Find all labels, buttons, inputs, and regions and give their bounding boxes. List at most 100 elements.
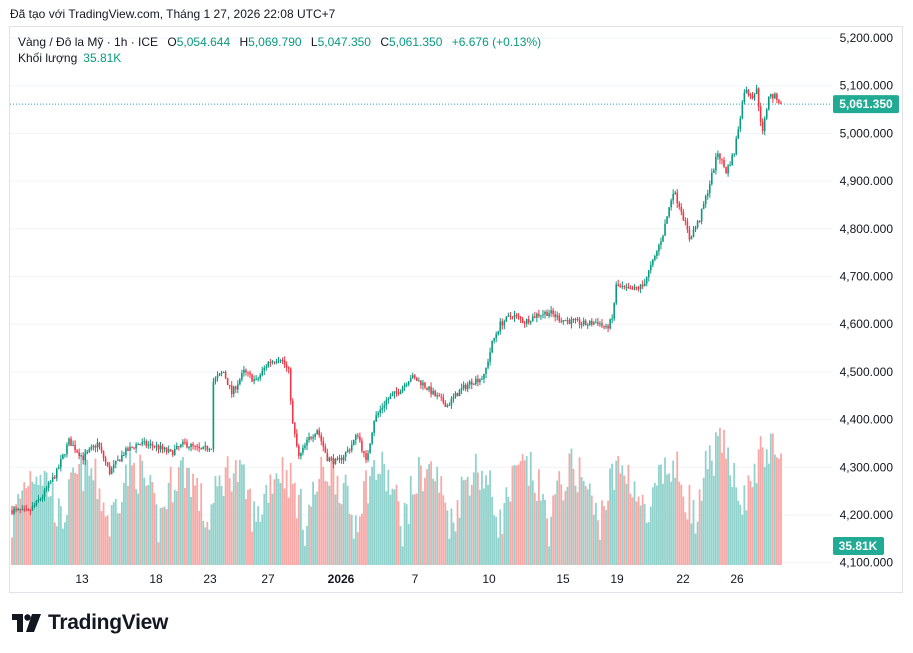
- candle-body: [58, 467, 60, 469]
- candle-body: [19, 509, 21, 511]
- candle-body: [570, 319, 573, 324]
- candle-body: [96, 442, 99, 448]
- candle-body: [117, 459, 119, 461]
- volume-bar: [90, 468, 93, 565]
- candle-body: [234, 386, 237, 390]
- volume-bar: [76, 473, 79, 565]
- volume-bar: [611, 463, 614, 565]
- volume-bar: [452, 522, 455, 565]
- candle-body: [190, 444, 192, 447]
- candle-body: [352, 439, 355, 445]
- volume-bar: [381, 451, 384, 565]
- candle-body: [418, 380, 420, 382]
- x-tick-label: 22: [676, 572, 690, 586]
- volume-bar: [88, 475, 91, 565]
- volume-bar: [714, 432, 717, 565]
- candle-body: [564, 320, 567, 322]
- candle-body: [452, 397, 455, 399]
- volume-label[interactable]: Khối lượng: [18, 51, 78, 65]
- symbol-label[interactable]: Vàng / Đô la Mỹ · 1h · ICE: [18, 35, 159, 49]
- candle-body: [391, 394, 394, 397]
- candle-body: [281, 360, 284, 362]
- volume-bar: [131, 465, 133, 565]
- candle-body: [397, 392, 400, 394]
- volume-bar: [165, 509, 168, 565]
- volume-bar: [562, 500, 565, 565]
- candle-body: [175, 445, 178, 449]
- volume-bar: [444, 502, 447, 565]
- candle-body: [39, 498, 42, 500]
- volume-bar: [222, 495, 225, 565]
- volume-bar: [601, 500, 603, 565]
- volume-bar: [206, 521, 209, 565]
- y-tick-label: 4,500.000: [840, 365, 894, 379]
- volume-bar: [257, 506, 260, 565]
- volume-bar: [123, 482, 125, 565]
- volume-bar: [773, 454, 776, 565]
- candle-body: [450, 398, 453, 406]
- candle-body: [745, 90, 748, 93]
- volume-bar: [55, 526, 58, 565]
- candle-body: [253, 379, 255, 382]
- candle-body: [245, 369, 247, 373]
- volume-value: 35.81K: [83, 51, 122, 65]
- volume-bar: [320, 456, 323, 565]
- candle-body: [723, 159, 725, 167]
- candle-body: [550, 310, 552, 314]
- volume-bar: [354, 515, 357, 565]
- candle-body: [334, 458, 337, 464]
- volume-bar: [261, 514, 264, 565]
- candle-body: [721, 159, 723, 161]
- candle-body: [169, 449, 172, 451]
- volume-bar: [481, 470, 483, 565]
- volume-bar: [542, 493, 544, 565]
- candle-body: [355, 435, 357, 440]
- volume-bar: [723, 429, 725, 565]
- volume-bar: [653, 483, 656, 565]
- candle-body: [53, 476, 56, 479]
- candle-body: [110, 468, 113, 475]
- candle-body: [411, 375, 414, 379]
- low-label: L: [310, 35, 318, 49]
- tradingview-logo[interactable]: TradingView: [12, 611, 168, 635]
- candle-body: [283, 360, 286, 365]
- volume-bar: [729, 475, 732, 565]
- volume-bar: [747, 475, 750, 565]
- volume-bar: [405, 504, 408, 565]
- price-chart[interactable]: 4,100.000 4,200.000 4,300.000 4,400.000 4,50…: [0, 0, 913, 600]
- candle-body: [424, 382, 426, 388]
- volume-bar: [627, 464, 630, 565]
- candle-body: [517, 315, 520, 317]
- candle-body: [527, 319, 530, 323]
- volume-bar: [224, 467, 227, 565]
- volume-bar: [230, 491, 233, 565]
- candle-body: [605, 325, 607, 328]
- volume-bar: [94, 458, 97, 565]
- volume-bar: [554, 494, 557, 565]
- volume-bar: [432, 478, 435, 565]
- volume-bar: [690, 523, 693, 565]
- volume-bar: [584, 485, 587, 565]
- candle-body: [401, 387, 404, 392]
- volume-bar: [35, 476, 38, 565]
- x-tick-label: 13: [75, 572, 89, 586]
- candle-body: [568, 320, 571, 324]
- volume-bar: [420, 465, 422, 565]
- volume-bar: [448, 538, 451, 565]
- candle-body: [414, 375, 416, 378]
- volume-bar: [328, 485, 331, 565]
- candle-body: [247, 372, 249, 374]
- volume-bar: [251, 531, 253, 565]
- candle-body: [147, 444, 150, 446]
- volume-bar: [342, 483, 345, 565]
- candle-body: [578, 319, 581, 325]
- candle-body: [495, 334, 497, 339]
- candle-body: [241, 373, 243, 380]
- candle-body: [76, 450, 78, 453]
- volume-bar: [184, 487, 186, 565]
- volume-bar: [367, 503, 369, 565]
- volume-bar: [721, 452, 723, 565]
- candle-body: [635, 286, 638, 288]
- volume-bar: [151, 482, 154, 565]
- volume-bar: [757, 449, 760, 565]
